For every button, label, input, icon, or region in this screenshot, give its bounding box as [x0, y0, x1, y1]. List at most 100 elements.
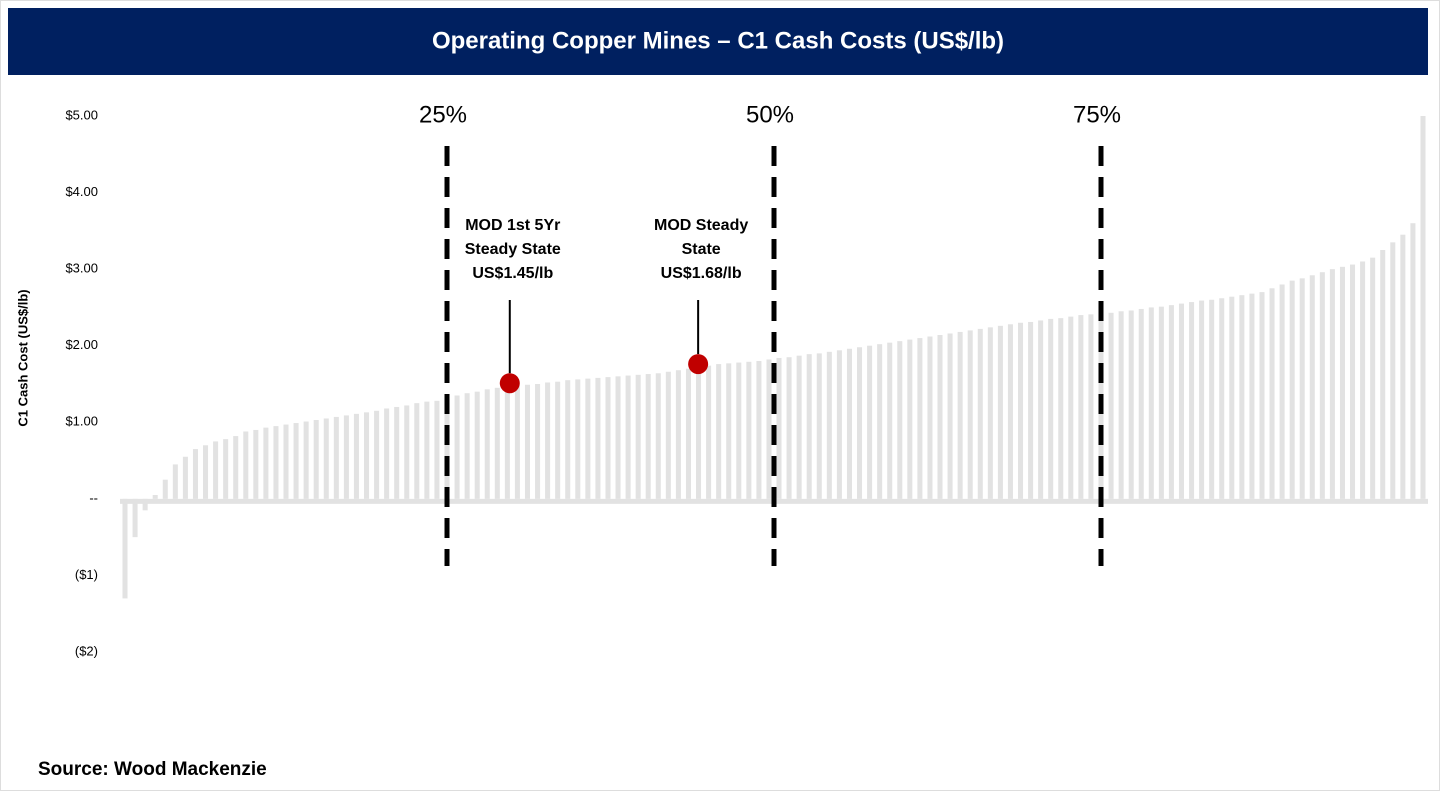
bar: [897, 341, 903, 499]
bar: [464, 393, 470, 499]
bar: [987, 327, 993, 499]
y-tick-label: $5.00: [65, 107, 98, 122]
bar: [1108, 312, 1114, 499]
marker: [688, 354, 709, 375]
bar: [1148, 307, 1154, 499]
bar: [484, 389, 490, 499]
bar: [685, 368, 691, 499]
bar: [1158, 306, 1164, 499]
bar: [1048, 318, 1054, 499]
bar: [1329, 269, 1335, 499]
bar: [172, 464, 178, 499]
bar: [162, 479, 168, 499]
bar: [997, 325, 1003, 499]
bar: [917, 338, 923, 499]
bar: [655, 373, 661, 499]
annotation: MOD 1st 5Yr: [465, 217, 560, 234]
bar: [1239, 295, 1245, 499]
bar: [384, 408, 390, 499]
bar: [726, 363, 732, 499]
chart-title: Operating Copper Mines – C1 Cash Costs (…: [432, 27, 1004, 54]
title-banner: [8, 8, 1428, 75]
bar: [293, 423, 299, 499]
bar: [504, 386, 510, 499]
percentile-label: 50%: [746, 101, 794, 128]
bar: [545, 382, 551, 499]
bar: [404, 405, 410, 499]
bar: [1209, 299, 1215, 499]
bar: [1390, 242, 1396, 499]
bar: [977, 328, 983, 499]
bar: [756, 361, 762, 499]
bar: [1189, 302, 1195, 499]
bar: [343, 415, 349, 499]
annotation: US$1.68/lb: [661, 265, 742, 282]
bar: [1319, 272, 1325, 499]
source: Source: Wood Mackenzie: [38, 759, 267, 780]
percentile-label: 25%: [419, 101, 467, 128]
bar: [1138, 308, 1144, 499]
bar: [213, 441, 219, 499]
bar: [474, 391, 480, 499]
bar: [1178, 303, 1185, 499]
bar: [524, 384, 531, 499]
bar: [846, 348, 852, 499]
bar: [565, 380, 571, 499]
bar: [1299, 278, 1305, 499]
bar: [182, 456, 188, 499]
bar: [454, 395, 460, 499]
bar: [1017, 322, 1024, 499]
bar: [444, 399, 450, 499]
bar: [826, 351, 832, 499]
bar: [696, 367, 702, 499]
bar: [625, 375, 631, 499]
bar: [192, 449, 198, 499]
bar: [806, 354, 812, 499]
bar: [877, 344, 883, 499]
bar: [374, 410, 380, 499]
bar: [1058, 318, 1064, 499]
bar: [223, 439, 229, 499]
bar: [867, 345, 873, 499]
bar: [766, 359, 772, 499]
bar: [1289, 280, 1295, 499]
y-tick-label: $4.00: [65, 184, 98, 199]
bar: [1128, 310, 1134, 499]
bar: [394, 406, 400, 499]
bar: [494, 387, 500, 499]
bar: [967, 330, 973, 499]
bar: [1028, 321, 1034, 499]
bar: [786, 357, 792, 499]
bar: [142, 498, 148, 511]
bar: [132, 498, 138, 538]
y-axis-label: C1 Cash Cost (US$/lb): [15, 289, 30, 426]
bar: [736, 362, 742, 499]
annotation: US$1.45/lb: [472, 265, 553, 282]
bar: [716, 364, 722, 499]
bar: [1168, 305, 1174, 499]
bar: [665, 371, 671, 499]
bar: [615, 376, 621, 499]
bar: [1380, 250, 1386, 499]
bar: [1279, 284, 1285, 499]
bar: [253, 429, 259, 499]
y-tick-label: ($2): [75, 643, 98, 658]
bar: [1259, 292, 1265, 499]
bar: [645, 374, 651, 499]
bar: [585, 378, 591, 499]
bar: [323, 418, 329, 499]
bar: [816, 353, 822, 499]
bar: [233, 436, 239, 499]
bar: [1229, 296, 1235, 499]
bar: [635, 374, 641, 499]
bar: [1249, 293, 1255, 499]
bar: [957, 331, 963, 499]
bar: [927, 336, 933, 499]
bar: [273, 426, 279, 499]
bar: [263, 427, 269, 499]
bar: [1309, 275, 1315, 499]
bar: [776, 357, 782, 499]
y-tick-label: $1.00: [65, 414, 98, 429]
bar: [1410, 223, 1416, 499]
bar: [353, 413, 359, 499]
